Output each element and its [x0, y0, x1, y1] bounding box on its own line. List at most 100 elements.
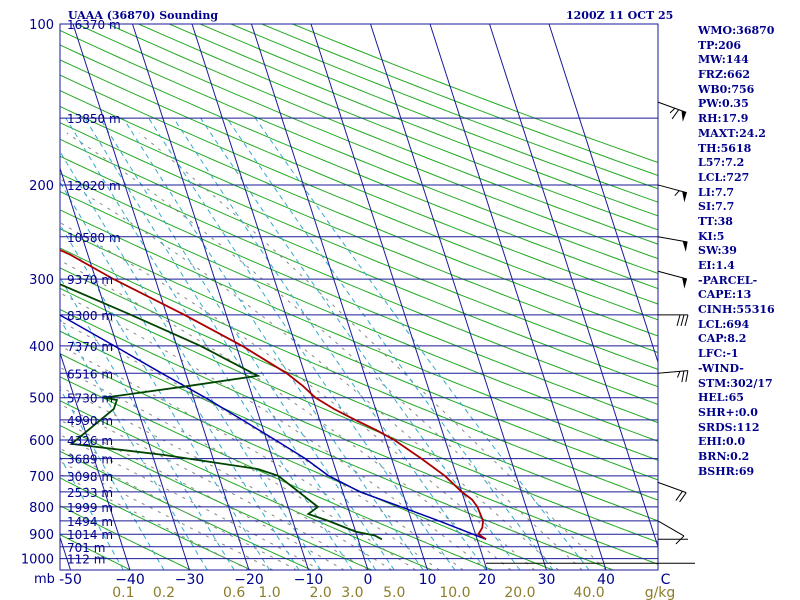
height-label: 12020 m — [67, 179, 121, 193]
mixing-ratio-tick-label: 10.0 — [439, 585, 470, 600]
dry-adiabat — [60, 191, 658, 442]
temperature-tick-label: −10 — [294, 572, 324, 588]
dry-adiabat — [60, 450, 313, 570]
index-item: MAXT:24.2 — [698, 126, 766, 140]
index-item: LI:7.7 — [698, 185, 735, 199]
pressure-tick-label: 300 — [29, 273, 54, 288]
pressure-tick-label: 400 — [29, 340, 54, 355]
height-label: 10580 m — [67, 231, 121, 245]
height-label: 3098 m — [67, 470, 113, 484]
isotherm — [429, 24, 607, 570]
height-label: 1014 m — [67, 528, 113, 542]
isotherm — [251, 24, 428, 570]
height-label: 16370 m — [67, 18, 121, 32]
parcel-trace — [60, 314, 487, 540]
pressure-unit-label: mb — [34, 572, 55, 587]
dry-adiabat — [60, 105, 658, 354]
dry-adiabat — [60, 267, 658, 522]
dry-adiabat — [60, 424, 374, 570]
index-item: LFC:-1 — [698, 347, 739, 361]
moist-adiabat — [60, 178, 559, 570]
mixing-ratio-tick-label: 3.0 — [341, 585, 363, 600]
isotherm — [191, 24, 369, 570]
height-label: 8300 m — [67, 309, 113, 323]
moist-adiabat — [60, 366, 416, 570]
isotherm — [132, 24, 309, 570]
index-item: TH:5618 — [698, 141, 752, 155]
dry-adiabat — [60, 247, 658, 501]
index-item: TT:38 — [698, 214, 733, 228]
dry-adiabat — [60, 122, 658, 370]
index-item: L57:7.2 — [698, 156, 745, 170]
isotherm — [489, 24, 658, 549]
dry-adiabat — [60, 477, 253, 570]
temperature-trace — [60, 248, 487, 541]
index-item: BSHR:69 — [698, 464, 755, 478]
index-item: -PARCEL- — [698, 273, 758, 287]
index-item: LCL:727 — [698, 170, 750, 184]
mixing-ratio-unit-label: g/kg — [645, 585, 676, 600]
index-item: RH:17.9 — [698, 112, 749, 126]
chart-title: UAAA (36870) Sounding — [68, 9, 219, 22]
height-label: 6516 m — [67, 367, 113, 381]
temperature-tick-label: 40 — [597, 572, 615, 588]
pressure-tick-label: 800 — [29, 501, 54, 516]
dry-adiabat — [60, 138, 658, 388]
wind-barb — [658, 314, 689, 327]
dry-adiabat — [60, 155, 658, 405]
isotherm — [310, 24, 488, 570]
index-item: LCL:694 — [698, 317, 750, 331]
index-item: SW:39 — [698, 244, 737, 258]
height-label: 7370 m — [67, 340, 113, 354]
temperature-tick-label: −30 — [175, 572, 205, 588]
index-item: SI:7.7 — [698, 200, 735, 214]
isotherm — [548, 24, 658, 364]
mixing-ratio-tick-label: 0.2 — [153, 585, 175, 600]
index-item: STM:302/17 — [698, 376, 773, 390]
wind-barb — [657, 481, 687, 503]
isotherm — [60, 351, 131, 570]
mixing-ratio-tick-label: 1.0 — [258, 585, 280, 600]
index-item: CAPE:13 — [698, 288, 752, 302]
dewpoint-trace — [60, 283, 383, 541]
height-label: 112 m — [67, 553, 105, 567]
mixing-ratio-tick-label: 40.0 — [574, 585, 605, 600]
temperature-tick-label: −40 — [115, 572, 145, 588]
height-label: 1494 m — [67, 515, 113, 529]
index-item: EI:1.4 — [698, 259, 735, 272]
index-item: -WIND- — [698, 361, 744, 375]
height-label: 4326 m — [67, 434, 113, 448]
dry-adiabat — [60, 29, 658, 275]
temperature-tick-label: 10 — [419, 572, 437, 588]
temperature-tick-label: 30 — [538, 572, 556, 588]
pressure-tick-label: 200 — [29, 179, 54, 194]
dry-adiabat — [60, 74, 658, 321]
isotherms — [60, 24, 658, 570]
pressure-tick-label: 500 — [29, 392, 54, 407]
height-label: 9370 m — [67, 273, 113, 287]
index-item: MW:144 — [698, 53, 749, 67]
stability-indices-list: WMO:36870 TP:206 MW:144 FRZ:662 WB0:756 PW:0.… — [698, 24, 775, 479]
wind-barb — [657, 236, 688, 252]
index-item: SRDS:112 — [698, 420, 760, 434]
index-item: KI:5 — [698, 229, 725, 243]
dry-adiabat — [60, 228, 658, 481]
index-item: WB0:756 — [698, 82, 755, 96]
moist-adiabat — [60, 403, 369, 570]
pressure-tick-label: 900 — [29, 528, 54, 543]
pressure-tick-label: 700 — [29, 470, 54, 485]
index-item: EHI:0.0 — [698, 435, 746, 449]
mixing-ratio-tick-label: 2.0 — [310, 585, 332, 600]
wind-barbs — [486, 101, 695, 564]
index-item: FRZ:662 — [698, 68, 751, 82]
index-item: PW:0.35 — [698, 97, 749, 111]
isotherm — [370, 24, 547, 570]
index-item: SHR+:0.0 — [698, 405, 758, 419]
temperature-tick-label: C — [661, 572, 671, 588]
mixing-ratio-tick-label: 0.6 — [223, 585, 245, 600]
index-item: WMO:36870 — [698, 24, 775, 37]
dry-adiabat — [106, 24, 658, 245]
height-label: 4990 m — [67, 414, 113, 428]
temperature-tick-label: -50 — [59, 572, 82, 588]
